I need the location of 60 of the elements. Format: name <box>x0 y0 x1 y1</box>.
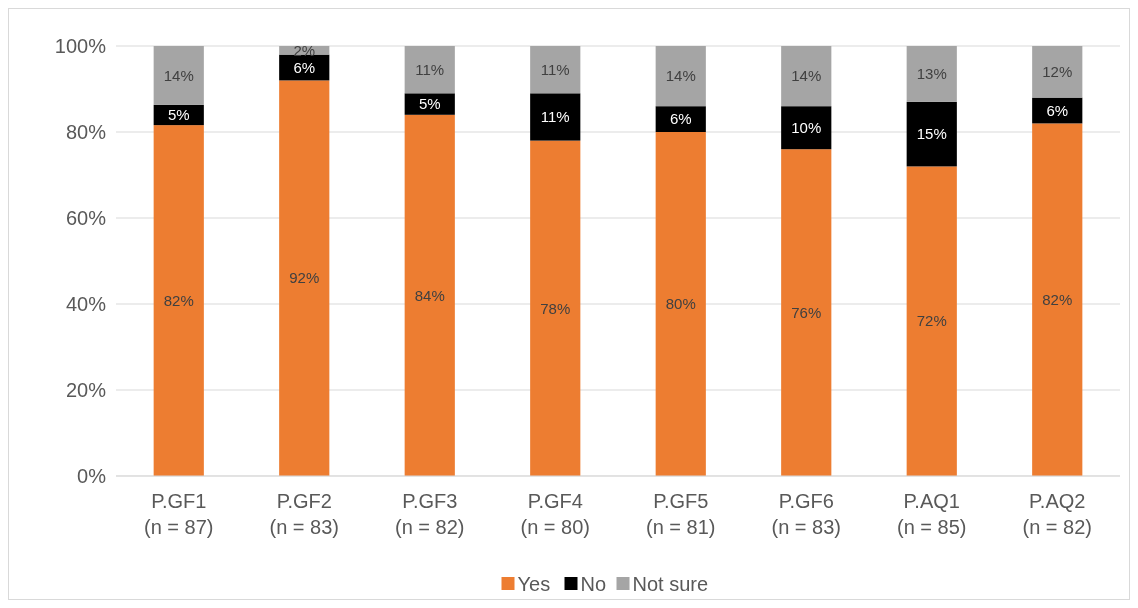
data-label: 11% <box>540 60 570 78</box>
legend-label: Yes <box>517 573 551 595</box>
data-label: 11% <box>540 108 570 126</box>
data-label: 92% <box>289 269 320 287</box>
y-tick-label: 0% <box>77 465 107 487</box>
bar <box>404 46 455 94</box>
bar <box>655 132 706 476</box>
data-label: 5% <box>167 106 190 124</box>
data-label: 76% <box>791 303 822 321</box>
data-label: 6% <box>669 110 692 128</box>
data-label: 12% <box>1042 63 1073 81</box>
x-tick-label: P.GF6 (n = 83) <box>771 490 841 538</box>
data-label: 82% <box>1042 290 1073 308</box>
data-label: 10% <box>791 118 822 136</box>
bar <box>1032 123 1083 476</box>
data-label: 13% <box>916 65 947 83</box>
data-label: 14% <box>791 67 822 85</box>
bar <box>781 149 832 476</box>
y-tick-label: 40% <box>65 293 107 315</box>
x-tick-label: P.GF2 (n = 83) <box>269 490 339 538</box>
x-tick-label: P.GF3 (n = 82) <box>395 490 465 538</box>
legend-label: No <box>580 573 607 595</box>
bar <box>530 93 581 141</box>
data-label: 84% <box>414 286 445 304</box>
y-tick-label: 20% <box>65 379 107 401</box>
data-label: 78% <box>540 299 571 317</box>
bar <box>906 166 957 476</box>
data-label: 14% <box>163 66 194 84</box>
bar <box>906 46 957 102</box>
data-label: 82% <box>163 291 194 309</box>
y-tick-label: 60% <box>65 207 107 229</box>
bar <box>153 46 204 105</box>
bar <box>404 114 455 476</box>
bar <box>906 101 957 167</box>
bar <box>781 106 832 150</box>
legend-label: Not sure <box>632 573 709 595</box>
data-label: 72% <box>916 312 947 330</box>
y-tick-label: 100% <box>54 35 107 57</box>
x-tick-label: P.GF4 (n = 80) <box>520 490 590 538</box>
bar <box>781 46 832 107</box>
data-label: 6% <box>1046 101 1069 119</box>
bar <box>153 125 204 476</box>
bar <box>1032 46 1083 98</box>
bar <box>655 106 706 132</box>
data-label: 15% <box>916 125 947 143</box>
bar <box>530 46 581 94</box>
bar <box>530 140 581 476</box>
data-label: 14% <box>665 67 696 85</box>
y-tick-label: 80% <box>65 121 107 143</box>
data-label: 80% <box>665 295 696 313</box>
x-tick-label: P.AQ1 (n = 85) <box>897 490 967 538</box>
data-label: 5% <box>418 95 441 113</box>
x-tick-label: P.AQ2 (n = 82) <box>1022 490 1092 538</box>
data-label: 11% <box>415 60 445 78</box>
data-label: 2% <box>293 41 316 59</box>
x-tick-label: P.GF5 (n = 81) <box>646 490 716 538</box>
x-tick-label: P.GF1 (n = 87) <box>144 490 214 538</box>
bar <box>655 46 706 107</box>
bar <box>279 80 330 476</box>
data-label: 6% <box>293 58 316 76</box>
